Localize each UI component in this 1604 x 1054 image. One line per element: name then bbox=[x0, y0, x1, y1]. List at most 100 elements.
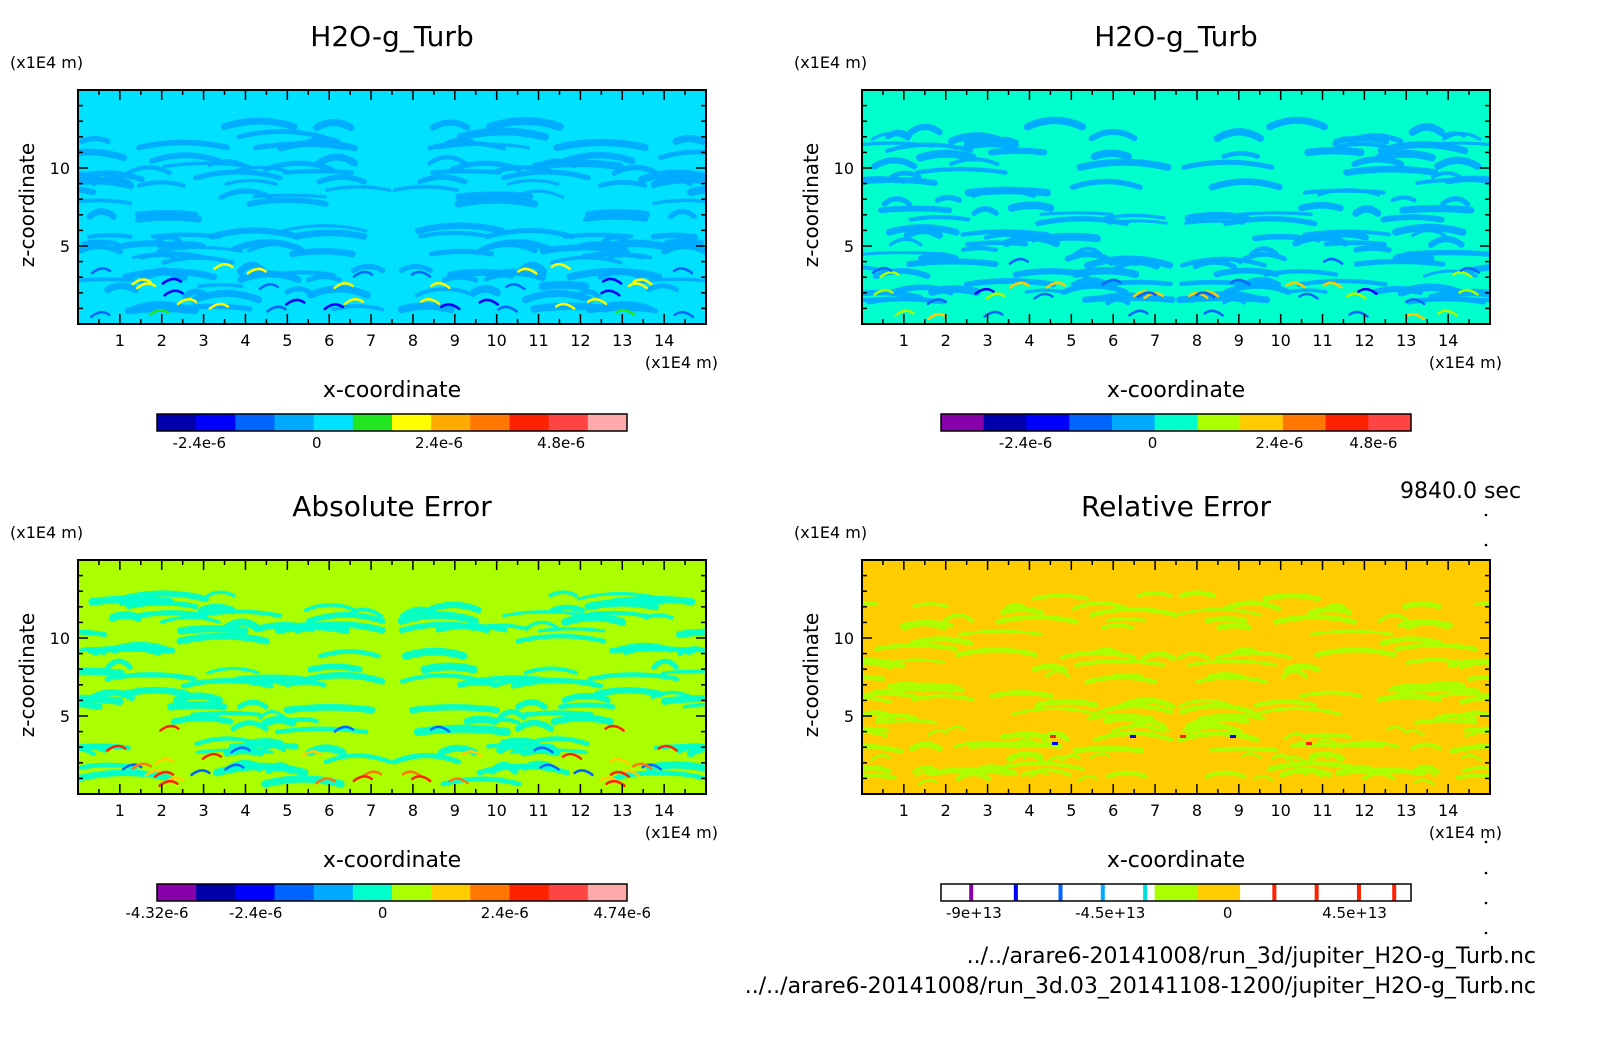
heatmap-background bbox=[78, 90, 706, 324]
pattern-stroke bbox=[1377, 613, 1410, 623]
pattern-stroke bbox=[246, 197, 329, 207]
x-tick-label: 4 bbox=[1024, 331, 1034, 350]
pattern-accent bbox=[561, 752, 583, 760]
pattern-stroke bbox=[1338, 740, 1400, 749]
heatmap-field bbox=[78, 560, 706, 794]
pattern-stroke bbox=[888, 237, 923, 247]
y-axis-label: z-coordinate bbox=[15, 613, 39, 737]
pattern-stroke bbox=[1072, 745, 1144, 754]
colorbar-swatch bbox=[509, 884, 550, 901]
x-tick-label: 11 bbox=[1312, 331, 1332, 350]
pattern-stroke bbox=[1263, 269, 1339, 277]
pattern-stroke bbox=[414, 222, 505, 234]
pattern-stroke bbox=[1064, 251, 1111, 262]
x-tick-label: 8 bbox=[408, 801, 418, 820]
colorbar-tick-label: 0 bbox=[1223, 904, 1233, 922]
colorbar-tick-label: -4.5e+13 bbox=[1075, 904, 1145, 922]
colorbar-tick-label: 4.74e-6 bbox=[594, 904, 652, 922]
y-unit-label: (x1E4 m) bbox=[10, 523, 83, 542]
pattern-stroke bbox=[878, 205, 953, 214]
pattern-stroke bbox=[297, 672, 386, 685]
pattern-stroke bbox=[307, 285, 371, 299]
pattern-stroke bbox=[206, 666, 260, 675]
colorbar-tick-label: -9e+13 bbox=[946, 904, 1002, 922]
pattern-stroke bbox=[650, 179, 706, 189]
colorbar-tick-label: 0 bbox=[1148, 434, 1158, 452]
pattern-stroke bbox=[916, 149, 977, 162]
pattern-stroke bbox=[497, 708, 527, 721]
pattern-accent bbox=[1271, 754, 1292, 762]
pattern-stroke bbox=[252, 193, 327, 199]
pattern-stroke bbox=[638, 169, 706, 184]
pattern-stroke bbox=[995, 614, 1079, 625]
pattern-stroke bbox=[1071, 601, 1130, 611]
x-tick-label: 2 bbox=[941, 331, 951, 350]
pattern-stroke bbox=[456, 127, 550, 141]
pattern-accent bbox=[609, 770, 631, 778]
colorbar-frame bbox=[156, 413, 628, 432]
colorbar-swatch bbox=[431, 884, 471, 901]
pattern-stroke bbox=[284, 286, 313, 295]
pattern-stroke bbox=[78, 762, 138, 770]
x-tick-label: 2 bbox=[157, 801, 167, 820]
pattern-accent bbox=[1322, 281, 1343, 289]
pattern-stroke bbox=[1434, 156, 1482, 170]
pattern-stroke bbox=[942, 613, 975, 623]
pattern-accent bbox=[1241, 752, 1263, 760]
x-tick-label: 3 bbox=[199, 801, 209, 820]
pattern-stroke bbox=[1298, 690, 1363, 699]
pattern-accent bbox=[873, 288, 894, 296]
pattern-stroke bbox=[1378, 636, 1444, 647]
pattern-stroke bbox=[1187, 659, 1278, 667]
colorbar-swatch bbox=[1368, 884, 1412, 901]
pattern-stroke bbox=[86, 208, 117, 220]
pattern-accent bbox=[1357, 287, 1378, 295]
pattern-stroke bbox=[323, 753, 392, 764]
colorbar-swatch bbox=[235, 884, 275, 901]
pattern-stroke bbox=[987, 147, 1048, 156]
pattern-stroke bbox=[1204, 616, 1248, 624]
pattern-stroke bbox=[587, 672, 680, 682]
pattern-stroke bbox=[523, 666, 578, 675]
colorbar-tick-label: -2.4e-6 bbox=[173, 434, 226, 452]
colorbar-swatch bbox=[235, 414, 275, 431]
x-tick-label: 14 bbox=[654, 331, 674, 350]
pattern-stroke bbox=[1184, 219, 1246, 225]
pattern-accent bbox=[1033, 292, 1054, 300]
colorbar-swatch bbox=[548, 414, 589, 431]
pattern-stroke bbox=[524, 620, 560, 630]
pattern-stroke bbox=[521, 290, 593, 304]
pattern-stroke bbox=[177, 625, 249, 635]
pattern-stroke bbox=[429, 248, 495, 257]
x-tick-label: 7 bbox=[366, 801, 376, 820]
pattern-stroke bbox=[1334, 767, 1426, 776]
pattern-accent bbox=[323, 303, 344, 311]
pattern-stroke bbox=[1102, 716, 1147, 724]
pattern-accent bbox=[1210, 730, 1231, 738]
pattern-stroke bbox=[81, 239, 119, 246]
pattern-accent bbox=[627, 282, 649, 290]
colorbar-swatch bbox=[392, 414, 432, 431]
pattern-stroke bbox=[280, 224, 368, 233]
pattern-stroke bbox=[1079, 282, 1117, 290]
pattern-stroke bbox=[1010, 706, 1099, 716]
x-tick-label: 5 bbox=[1066, 801, 1076, 820]
pattern-stroke bbox=[1302, 229, 1392, 237]
x-tick-label: 1 bbox=[899, 801, 909, 820]
pattern-stroke bbox=[918, 252, 959, 262]
pattern-stroke bbox=[397, 611, 479, 625]
pattern-stroke bbox=[315, 153, 359, 167]
pattern-stroke bbox=[862, 773, 897, 780]
pattern-stroke bbox=[862, 251, 947, 256]
y-axis-label: z-coordinate bbox=[799, 143, 823, 267]
pattern-stroke bbox=[989, 690, 1054, 699]
pattern-stroke bbox=[1208, 178, 1283, 191]
pattern-stroke bbox=[1353, 258, 1446, 267]
pattern-stroke bbox=[1399, 205, 1475, 214]
pattern-stroke bbox=[1304, 146, 1365, 157]
pattern-stroke bbox=[159, 615, 221, 624]
pattern-stroke bbox=[1439, 196, 1471, 207]
pattern-stroke bbox=[420, 662, 478, 674]
pattern-accent bbox=[1452, 271, 1473, 279]
colorbar-marker bbox=[1058, 884, 1063, 901]
